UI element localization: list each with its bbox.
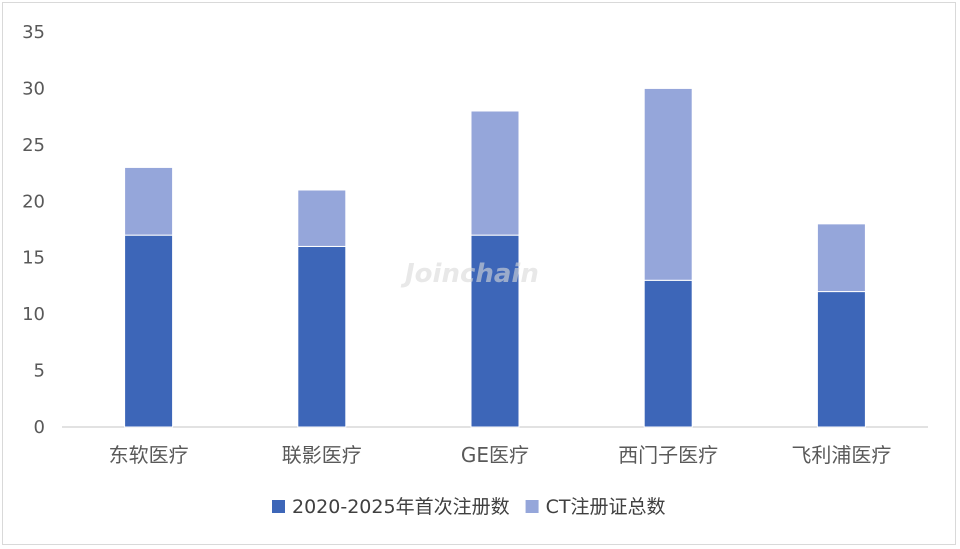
watermark: Joinchain [400, 259, 539, 289]
y-tick-label: 10 [22, 304, 45, 325]
bar-ct-total [124, 166, 174, 236]
bar-ct-total [297, 189, 347, 247]
y-tick-label: 35 [22, 22, 45, 43]
bar-first-registration [470, 234, 520, 428]
y-tick-label: 25 [22, 135, 45, 156]
x-category-label: 东软医疗 [109, 443, 189, 467]
bar-first-registration [816, 291, 866, 428]
bars [124, 87, 866, 428]
x-category-label: 西门子医疗 [618, 443, 718, 467]
bar-first-registration [643, 279, 693, 428]
bar-ct-total [816, 223, 866, 293]
y-tick-label: 0 [34, 417, 45, 438]
category-labels: 东软医疗 联影医疗 GE医疗 西门子医疗 飞利浦医疗 [109, 443, 892, 467]
y-tick-label: 15 [22, 248, 45, 269]
x-category-label: GE医疗 [461, 443, 529, 467]
x-category-label: 联影医疗 [282, 443, 362, 467]
legend-swatch [272, 500, 285, 513]
legend-swatch [525, 500, 539, 513]
bar-ct-total [470, 110, 520, 236]
bar-first-registration [124, 234, 174, 428]
legend-label: CT注册证总数 [546, 496, 666, 518]
legend-label: 2020-2025年首次注册数 [292, 496, 510, 518]
y-axis-ticks: 0 5 10 15 20 25 30 35 [22, 22, 45, 438]
y-tick-label: 20 [22, 191, 45, 212]
y-tick-label: 5 [34, 361, 45, 382]
bar-ct-total [643, 87, 693, 281]
bar-first-registration [297, 245, 347, 428]
legend: 2020-2025年首次注册数 CT注册证总数 [272, 496, 665, 518]
y-tick-label: 30 [22, 78, 45, 99]
x-category-label: 飞利浦医疗 [791, 443, 891, 467]
